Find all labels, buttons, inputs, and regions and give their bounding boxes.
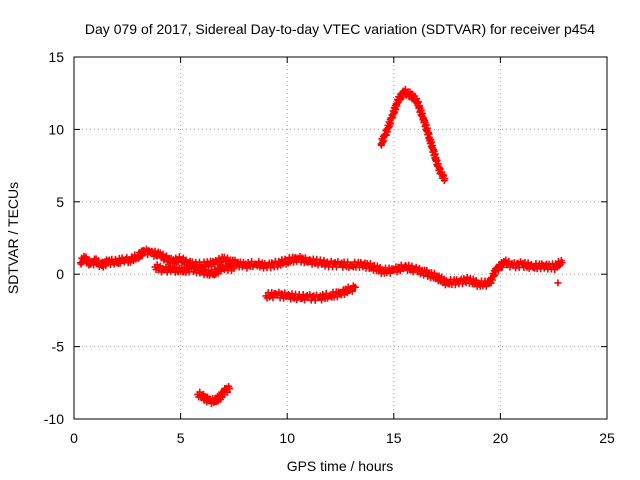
data-point-run xyxy=(444,275,461,289)
data-point-run xyxy=(199,390,212,406)
data-point-run xyxy=(81,253,94,269)
data-point-run xyxy=(105,255,119,268)
x-tick-label: 25 xyxy=(599,430,615,446)
data-point-run xyxy=(306,291,322,304)
data-point-run xyxy=(510,258,525,272)
series-morning-segment xyxy=(194,382,234,408)
data-point-run xyxy=(401,85,414,101)
plot-frame xyxy=(73,56,608,420)
series-lower-band xyxy=(151,261,238,279)
data-point-run xyxy=(148,247,162,260)
grid xyxy=(74,57,607,419)
data-point-run xyxy=(220,261,237,275)
data-point-run xyxy=(519,258,535,272)
data-point-run xyxy=(188,262,205,277)
data-point-run xyxy=(295,291,311,304)
data-point-run xyxy=(420,116,434,145)
data-point-run xyxy=(402,261,418,276)
series-afternoon-peak xyxy=(377,85,449,185)
y-tick-label: -5 xyxy=(52,339,65,355)
data-point-run xyxy=(395,87,408,104)
data-point-run xyxy=(551,256,565,273)
series-main-band xyxy=(76,245,566,290)
y-tick-label: 5 xyxy=(56,194,64,210)
data-point-run xyxy=(169,253,183,268)
data-point-run xyxy=(306,255,322,269)
series-dip-segment xyxy=(262,282,359,304)
data-point-run xyxy=(209,261,226,279)
data-point-run xyxy=(348,282,358,295)
data-point-run xyxy=(114,254,126,268)
data-point-run xyxy=(161,263,175,276)
data-point-run xyxy=(437,168,448,185)
x-tick-label: 0 xyxy=(70,430,78,446)
data-point-run xyxy=(274,255,290,271)
data-point-run xyxy=(284,253,301,267)
x-tick-label: 5 xyxy=(177,430,185,446)
data-point-run xyxy=(359,259,375,273)
y-axis-label: SDTVAR / TECUs xyxy=(5,182,21,294)
x-tick-label: 10 xyxy=(279,430,295,446)
data-point-run xyxy=(493,257,508,274)
data-point-run xyxy=(263,288,279,302)
data-point-run xyxy=(502,256,516,271)
data-point-run xyxy=(423,266,439,283)
axis-ticks: 0 5 10 15 20 25 -10 -5 0 5 10 15 xyxy=(44,49,615,446)
chart-title: Day 079 of 2017, Sidereal Day-to-day VTE… xyxy=(85,21,595,37)
data-point-run xyxy=(380,264,397,277)
data-point-run xyxy=(391,261,407,276)
data-points xyxy=(76,85,566,408)
data-point-run xyxy=(222,382,233,396)
x-axis-label: GPS time / hours xyxy=(287,458,394,474)
data-point-run xyxy=(295,252,311,267)
data-point xyxy=(554,279,562,287)
x-tick-label: 20 xyxy=(493,430,509,446)
y-tick-label: -10 xyxy=(44,411,64,427)
data-point-run xyxy=(316,256,333,271)
y-tick-label: 15 xyxy=(48,49,64,65)
data-point-run xyxy=(152,261,166,276)
data-point-run xyxy=(433,272,450,289)
y-tick-label: 10 xyxy=(48,121,64,137)
x-tick-label: 15 xyxy=(386,430,402,446)
data-point-run xyxy=(163,252,175,267)
series-end-point xyxy=(554,279,562,287)
data-point-run xyxy=(486,265,500,287)
y-tick-label: 0 xyxy=(56,266,64,282)
data-point-run xyxy=(156,249,169,264)
data-point-run xyxy=(178,254,190,268)
data-point-run xyxy=(252,258,269,272)
data-point-run xyxy=(195,388,205,401)
data-point-run xyxy=(327,257,343,271)
data-point-run xyxy=(530,260,546,273)
data-point-run xyxy=(284,290,301,304)
data-point-run xyxy=(274,288,290,302)
